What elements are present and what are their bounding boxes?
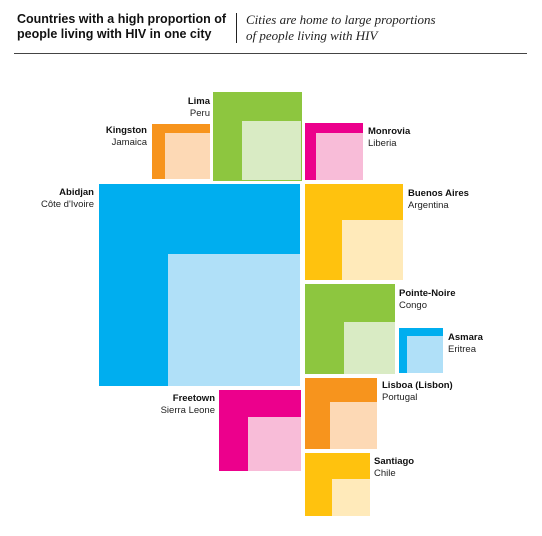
city-label-freetown: Freetown bbox=[173, 393, 215, 404]
city-label-buenos-aires: Buenos Aires bbox=[408, 188, 469, 199]
tile-pointe-noire-inner bbox=[344, 322, 395, 374]
city-label-asmara: Asmara bbox=[448, 332, 484, 343]
city-label-santiago: Santiago bbox=[374, 456, 414, 467]
city-label-lisboa-lisbon: Lisboa (Lisbon) bbox=[382, 380, 453, 391]
chart-subtitle-line1: Cities are home to large proportions bbox=[246, 12, 436, 27]
tile-asmara-inner bbox=[407, 336, 443, 373]
chart-subtitle-line2: of people living with HIV bbox=[246, 27, 378, 43]
country-label-abidjan: Côte d'Ivoire bbox=[41, 199, 94, 210]
chart-title: Countries with a high proportion of peop… bbox=[17, 12, 232, 42]
tile-buenos-aires-inner bbox=[342, 220, 403, 280]
chart-title-line1: Countries with a high proportion of bbox=[17, 12, 227, 26]
header-rule bbox=[14, 53, 527, 54]
country-label-lisboa-lisbon: Portugal bbox=[382, 392, 417, 403]
city-label-pointe-noire: Pointe-Noire bbox=[399, 288, 455, 299]
country-label-monrovia: Liberia bbox=[368, 138, 397, 149]
tile-lisboa-lisbon-inner bbox=[330, 402, 377, 449]
city-label-abidjan: Abidjan bbox=[59, 187, 94, 198]
header-divider bbox=[236, 13, 237, 43]
country-label-buenos-aires: Argentina bbox=[408, 200, 449, 211]
tile-abidjan-inner bbox=[168, 254, 300, 386]
city-label-lima: Lima bbox=[188, 96, 211, 107]
city-label-kingston: Kingston bbox=[106, 125, 147, 136]
tile-monrovia-inner bbox=[316, 133, 363, 180]
country-label-pointe-noire: Congo bbox=[399, 300, 427, 311]
country-label-freetown: Sierra Leone bbox=[161, 405, 215, 416]
tile-lima-inner bbox=[242, 121, 301, 180]
tile-freetown-inner bbox=[248, 417, 301, 471]
chart-title-line2: people living with HIV in one city bbox=[17, 27, 212, 41]
country-label-asmara: Eritrea bbox=[448, 344, 477, 355]
chart-subtitle: Cities are home to large proportions of … bbox=[246, 12, 516, 43]
country-label-lima: Peru bbox=[190, 108, 210, 119]
tile-santiago-inner bbox=[332, 479, 370, 516]
country-label-kingston: Jamaica bbox=[112, 137, 148, 148]
tile-lisboa-lisbon: Lisboa (Lisbon)Portugal bbox=[305, 378, 453, 449]
tile-kingston-inner bbox=[165, 133, 210, 179]
country-label-santiago: Chile bbox=[374, 468, 396, 479]
city-label-monrovia: Monrovia bbox=[368, 126, 411, 137]
